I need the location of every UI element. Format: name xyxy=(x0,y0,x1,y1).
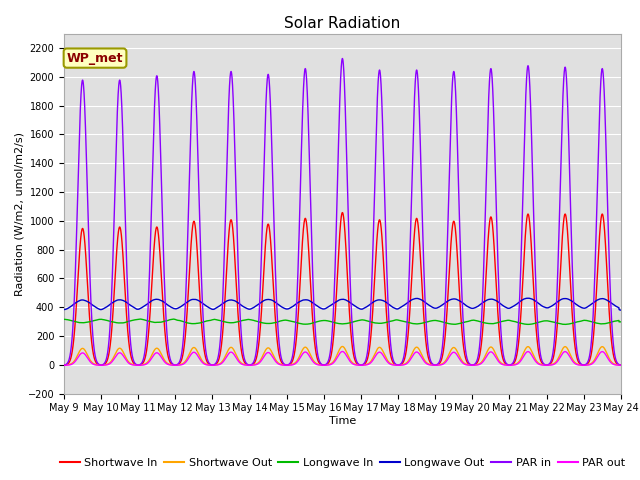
Y-axis label: Radiation (W/m2, umol/m2/s): Radiation (W/m2, umol/m2/s) xyxy=(15,132,25,296)
X-axis label: Time: Time xyxy=(329,416,356,426)
Text: WP_met: WP_met xyxy=(67,51,124,65)
Legend: Shortwave In, Shortwave Out, Longwave In, Longwave Out, PAR in, PAR out: Shortwave In, Shortwave Out, Longwave In… xyxy=(55,453,630,472)
Title: Solar Radiation: Solar Radiation xyxy=(284,16,401,31)
